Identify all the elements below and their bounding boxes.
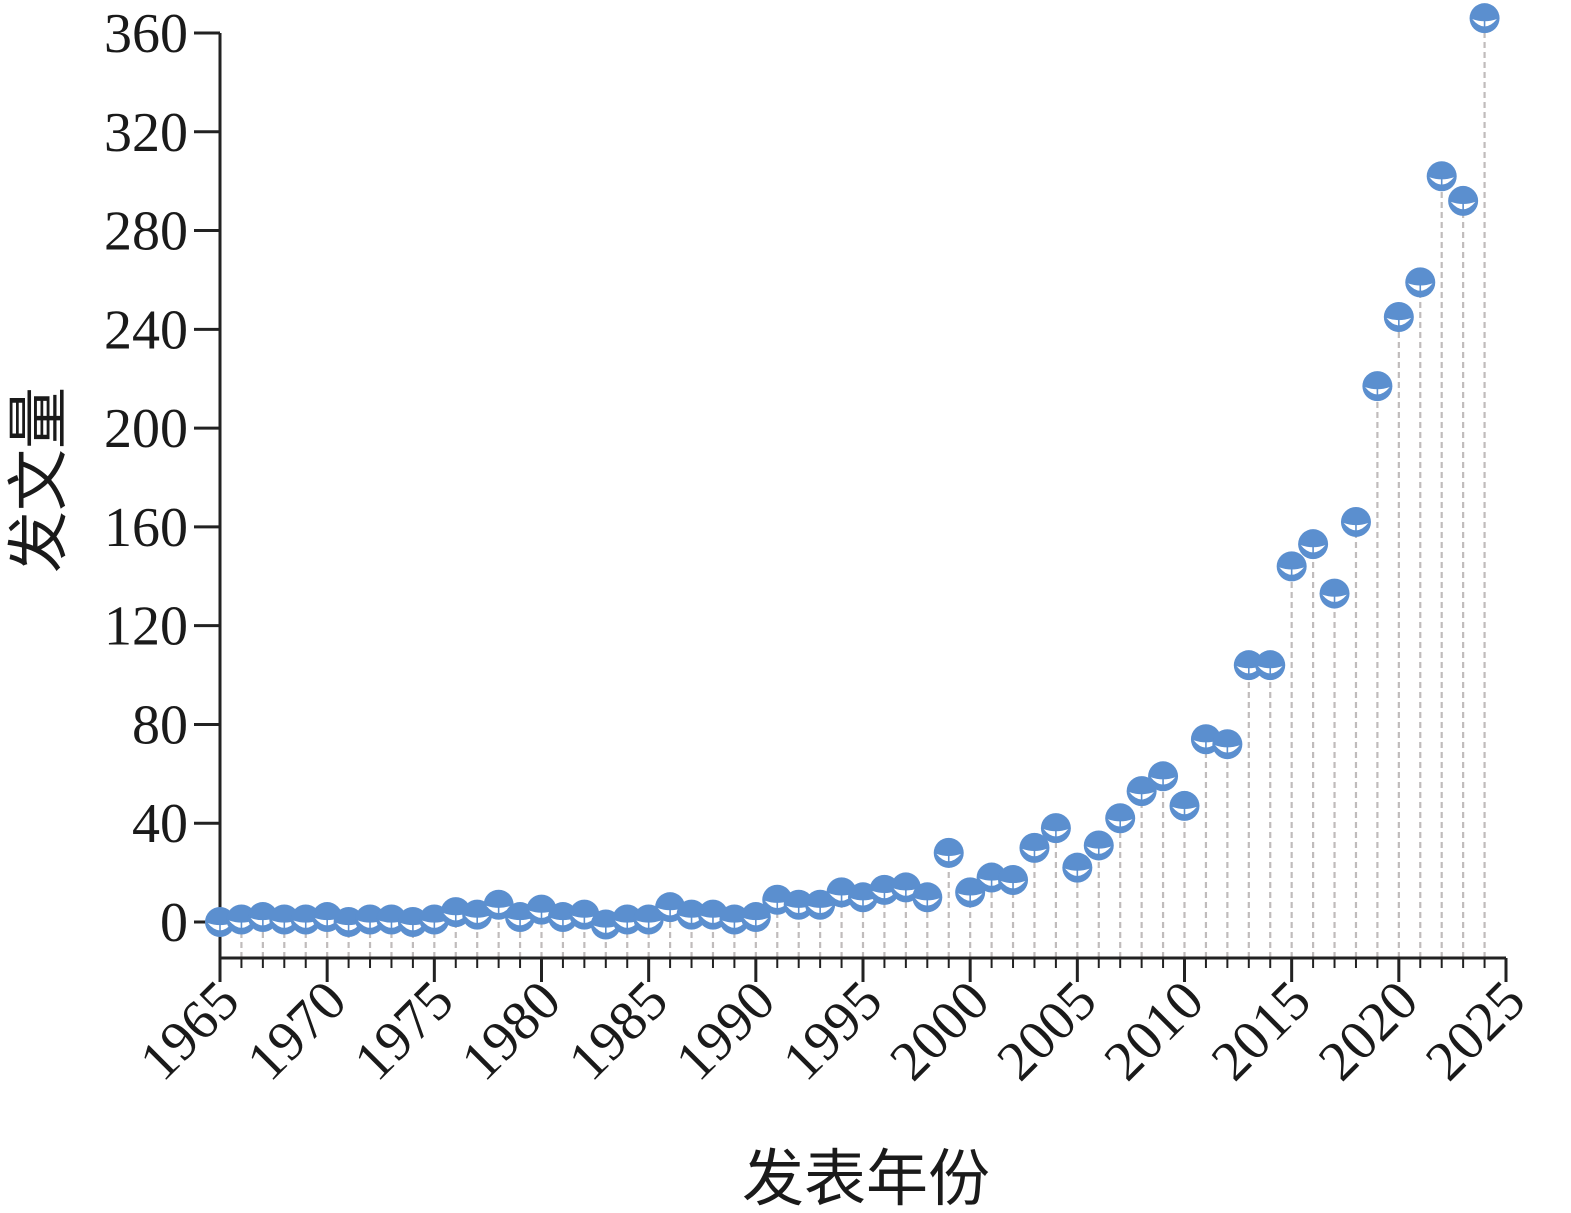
y-tick-label: 320 xyxy=(104,102,188,164)
marker-circle xyxy=(1148,761,1179,792)
marker-circle xyxy=(269,904,300,935)
data-point xyxy=(1426,161,1457,192)
data-point xyxy=(912,882,943,913)
data-point xyxy=(1340,506,1371,537)
y-tick-label: 240 xyxy=(104,299,188,361)
y-tick-label: 280 xyxy=(104,201,188,263)
data-points xyxy=(205,3,1500,940)
y-tick-label: 160 xyxy=(104,497,188,559)
x-tick-label: 1965 xyxy=(128,969,251,1092)
marker-circle xyxy=(1362,371,1393,402)
marker-circle xyxy=(1062,852,1093,883)
data-point xyxy=(1448,185,1479,216)
x-tick-label: 1985 xyxy=(557,969,680,1092)
marker-circle xyxy=(912,882,943,913)
data-point xyxy=(1105,803,1136,834)
x-tick-label: 2025 xyxy=(1414,969,1537,1092)
marker-circle xyxy=(1083,830,1114,861)
marker-circle xyxy=(1169,790,1200,821)
data-point xyxy=(1212,729,1243,760)
data-point xyxy=(1019,832,1050,863)
y-tick-label: 360 xyxy=(104,3,188,65)
x-tick-label: 1980 xyxy=(450,969,573,1092)
data-point xyxy=(998,865,1029,896)
marker-circle xyxy=(1298,529,1329,560)
marker-circle xyxy=(355,904,386,935)
marker-circle xyxy=(783,889,814,920)
marker-circle xyxy=(740,902,771,933)
data-point xyxy=(1383,301,1414,332)
x-tick-label: 1995 xyxy=(771,969,894,1092)
marker-circle xyxy=(612,904,643,935)
data-point xyxy=(1298,529,1329,560)
y-tick-label: 200 xyxy=(104,398,188,460)
data-point xyxy=(933,837,964,868)
data-point xyxy=(1276,551,1307,582)
x-tick-label: 2015 xyxy=(1200,969,1323,1092)
marker-circle xyxy=(1426,161,1457,192)
marker-circle xyxy=(955,877,986,908)
stem-lines xyxy=(218,18,1486,958)
data-point xyxy=(783,889,814,920)
marker-circle xyxy=(1212,729,1243,760)
x-axis-title: 发表年份 xyxy=(742,1142,990,1213)
marker-circle xyxy=(1255,650,1286,681)
x-tick-label: 2005 xyxy=(985,969,1108,1092)
data-point xyxy=(269,904,300,935)
data-point xyxy=(1083,830,1114,861)
x-tick-label: 1975 xyxy=(342,969,465,1092)
marker-circle xyxy=(1276,551,1307,582)
marker-circle xyxy=(1319,578,1350,609)
data-point xyxy=(740,902,771,933)
marker-circle xyxy=(1233,650,1264,681)
data-point xyxy=(1362,371,1393,402)
data-point xyxy=(1255,650,1286,681)
data-point xyxy=(1469,3,1500,34)
y-tick-label: 40 xyxy=(132,793,188,855)
data-point xyxy=(676,899,707,930)
marker-circle xyxy=(998,865,1029,896)
axes xyxy=(194,31,1508,982)
data-point xyxy=(955,877,986,908)
y-axis-title: 发文量 xyxy=(2,387,75,573)
marker-circle xyxy=(1019,832,1050,863)
data-point xyxy=(1148,761,1179,792)
data-point xyxy=(1405,267,1436,298)
marker-circle xyxy=(676,899,707,930)
x-tick-label: 2000 xyxy=(878,969,1001,1092)
data-point xyxy=(1319,578,1350,609)
data-point xyxy=(1062,852,1093,883)
data-point xyxy=(1040,813,1071,844)
data-point xyxy=(1233,650,1264,681)
marker-circle xyxy=(1383,301,1414,332)
x-tick-label: 2020 xyxy=(1307,969,1430,1092)
y-tick-label: 0 xyxy=(160,892,188,954)
x-tick-label: 1970 xyxy=(235,969,358,1092)
marker-circle xyxy=(1340,506,1371,537)
marker-circle xyxy=(1448,185,1479,216)
marker-circle xyxy=(1040,813,1071,844)
y-tick-label: 80 xyxy=(132,694,188,756)
marker-circle xyxy=(933,837,964,868)
data-point xyxy=(612,904,643,935)
data-point xyxy=(1126,776,1157,807)
y-tick-label: 120 xyxy=(104,596,188,658)
x-tick-label: 2010 xyxy=(1093,969,1216,1092)
data-point xyxy=(1169,790,1200,821)
marker-circle xyxy=(1405,267,1436,298)
marker-circle xyxy=(1126,776,1157,807)
marker-circle xyxy=(1105,803,1136,834)
marker-circle xyxy=(1469,3,1500,34)
x-tick-label: 1990 xyxy=(664,969,787,1092)
data-point xyxy=(355,904,386,935)
